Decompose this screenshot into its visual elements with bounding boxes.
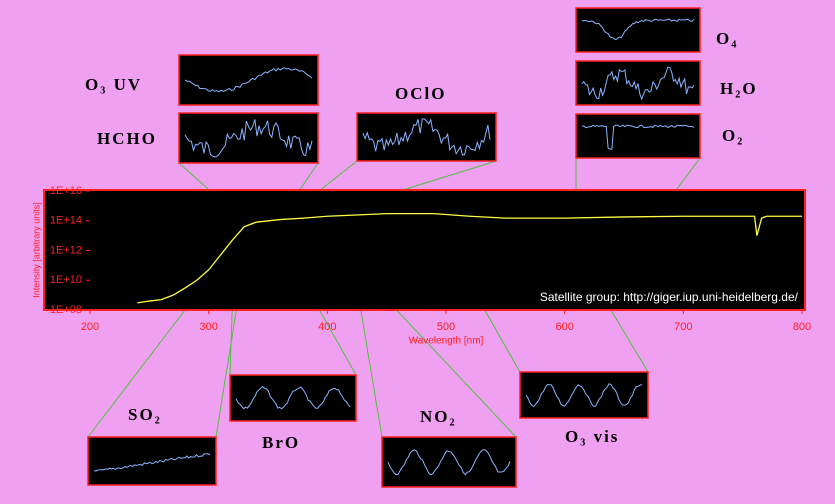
inset-label: O₃ vis <box>565 427 619 446</box>
y-axis-label: Intensity [arbitrary units] <box>31 202 41 298</box>
inset-label: HCHO <box>97 129 157 148</box>
inset-trace <box>184 67 313 93</box>
inset-label: SO₂ <box>128 405 162 424</box>
x-tick-label: 700 <box>674 321 692 333</box>
inset-label: O₄ <box>716 29 738 48</box>
inset-box <box>575 7 701 53</box>
annotation: Satellite group: http://giger.iup.uni-he… <box>540 290 799 304</box>
inset-label: O₂ <box>722 126 744 145</box>
inset-label: O₃ UV <box>85 75 142 94</box>
inset-trace <box>93 453 211 472</box>
inset-trace <box>525 383 643 408</box>
inset-box <box>87 436 217 486</box>
y-tick-label: 1E+08 <box>50 304 82 316</box>
inset-box <box>229 374 357 422</box>
x-tick-label: 200 <box>81 321 99 333</box>
inset-trace <box>235 386 351 410</box>
inset-box <box>178 112 319 164</box>
inset-trace <box>581 18 695 41</box>
y-tick-label: 1E+14 <box>50 215 82 227</box>
y-tick-label: 1E+12 <box>50 244 82 256</box>
x-tick-label: 300 <box>199 321 217 333</box>
inset-box <box>575 113 701 159</box>
inset-label: OClO <box>395 84 446 103</box>
inset-trace <box>387 449 511 476</box>
x-tick-label: 500 <box>437 321 455 333</box>
x-tick-label: 600 <box>555 321 573 333</box>
x-axis-label: Wavelength [nm] <box>409 336 484 347</box>
x-tick-label: 800 <box>793 321 811 333</box>
inset-box <box>356 112 497 162</box>
inset-box <box>575 60 701 106</box>
inset-label: BrO <box>262 433 300 452</box>
inset-trace <box>581 66 695 101</box>
inset-trace <box>184 119 313 158</box>
plot-area <box>43 189 806 311</box>
x-tick-label: 400 <box>318 321 336 333</box>
inset-box <box>381 436 517 488</box>
inset-box <box>178 54 319 106</box>
y-tick-label: 1E+16 <box>50 185 82 197</box>
spectrum-line <box>137 213 802 304</box>
inset-trace <box>581 124 695 150</box>
y-tick-label: 1E+10 <box>50 274 82 286</box>
inset-box <box>519 371 649 419</box>
inset-label: H₂O <box>720 79 758 98</box>
inset-trace <box>362 118 491 156</box>
inset-label: NO₂ <box>420 407 457 426</box>
